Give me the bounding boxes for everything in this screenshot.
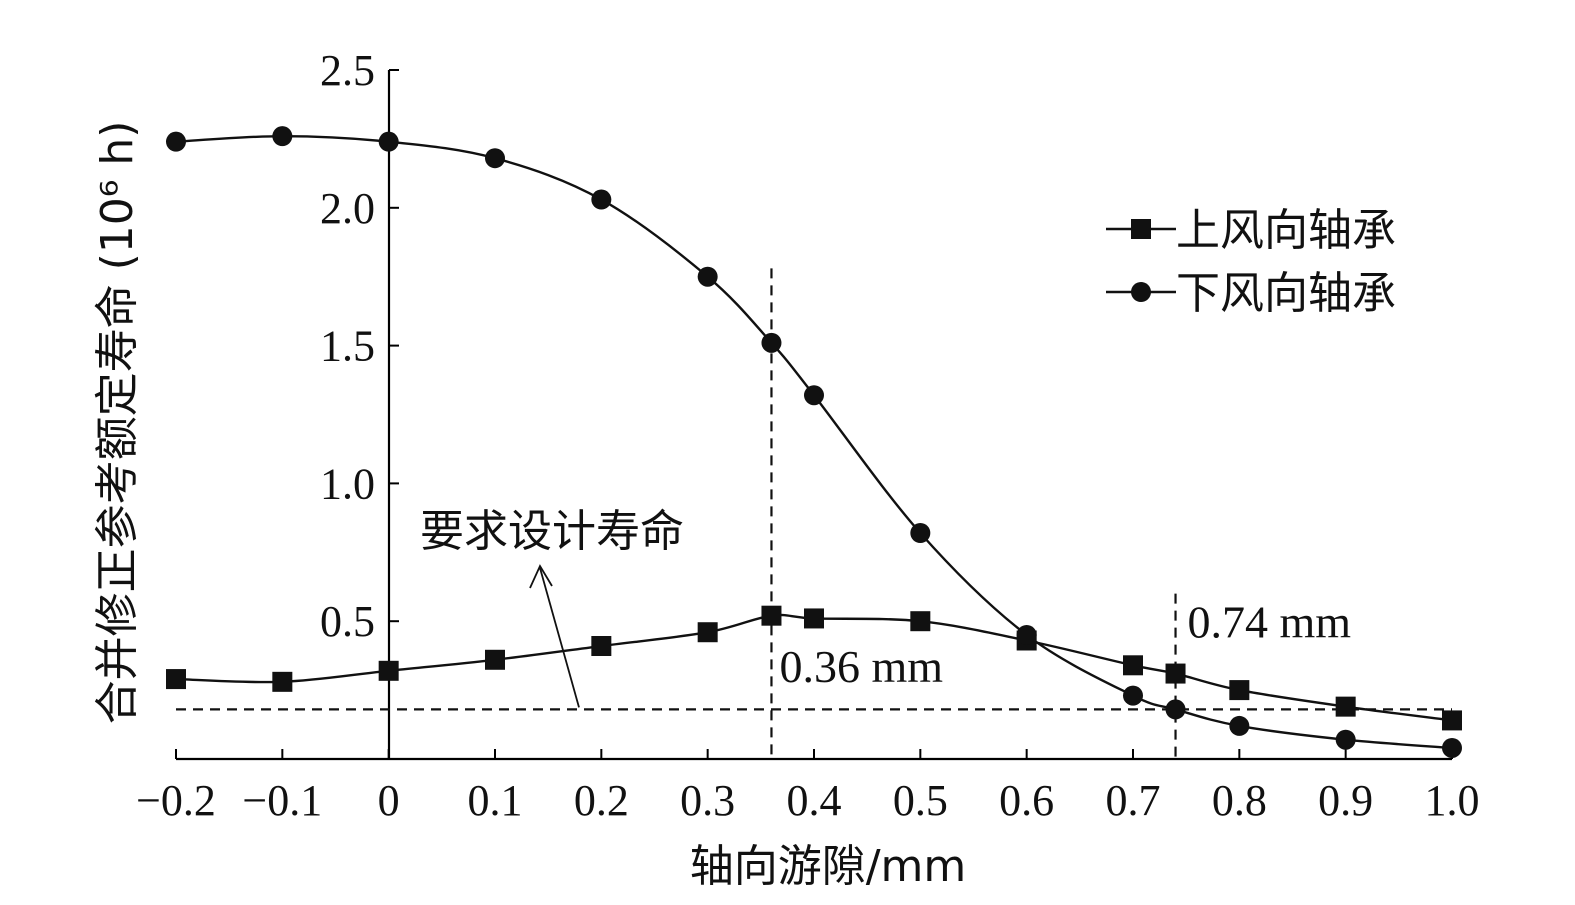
y-tick-label: 1.0 [320,459,375,508]
data-point-circle [378,131,399,152]
data-point-circle [1016,624,1037,645]
y-tick-label: 2.0 [320,184,375,233]
x-tick-label: 0.7 [1106,776,1161,825]
x-tick-label: −0.1 [242,776,322,825]
y-tick-label: 0.5 [320,597,375,646]
data-point-circle [166,131,186,152]
data-point-circle [1165,699,1186,720]
y-tick-label: 2.5 [320,46,375,95]
x-tick-label: 0.3 [680,776,735,825]
reference-arrowhead [529,564,553,589]
legend: 上风向轴承 下风向轴承 [1106,205,1396,319]
x-tick-label: 1.0 [1425,776,1480,825]
data-point-square [1442,710,1462,731]
data-point-square [1123,655,1143,676]
x-tick-label: 0.4 [787,776,842,825]
data-point-square [166,669,186,690]
series-layer [166,126,1462,758]
vertical-marker-label-074: 0.74 mm [1188,597,1352,648]
x-tick-label: 0.8 [1212,776,1267,825]
data-point-square [910,611,931,632]
data-point-square [1335,696,1356,717]
legend-label-downwind: 下风向轴承 [1176,268,1396,319]
data-point-square [1165,663,1186,684]
data-point-square [761,605,782,626]
data-point-square [1229,680,1250,701]
ticks: −0.2 −0.1 0 0.1 0.2 0.3 0.4 0.5 0.6 0.7 0.8 0.9 1.0 0… [136,46,1479,825]
y-axis-title: 合并修正参考额定寿命 (10⁶ h) [92,121,143,725]
data-point-circle [485,148,505,169]
legend-item-upwind: 上风向轴承 [1106,205,1396,256]
annotations: 要求设计寿命 0.36 mm 0.74 mm [420,506,1352,708]
x-tick-label: −0.2 [136,776,216,825]
reference-line-label: 要求设计寿命 [420,506,684,557]
guide-lines [176,268,1452,759]
vertical-marker-label-036: 0.36 mm [779,641,943,692]
data-point-circle [1335,729,1356,750]
x-axis-title: 轴向游隙/mm [690,841,967,892]
data-point-square [272,671,293,692]
data-point-square [378,660,399,681]
data-point-circle [1123,685,1143,706]
y-tick-label: 1.5 [320,322,375,371]
legend-marker-circle [1131,282,1151,302]
data-point-circle [1229,715,1250,736]
reference-arrow [539,567,580,708]
data-point-square [591,636,612,657]
data-point-square [485,649,505,670]
x-tick-label: 0 [378,776,400,825]
x-tick-label: 0.5 [893,776,948,825]
data-point-circle [272,126,293,147]
data-point-circle [697,266,718,287]
x-tick-label: 0.6 [999,776,1054,825]
data-point-circle [910,523,931,544]
data-point-square [804,608,824,629]
legend-item-downwind: 下风向轴承 [1106,268,1396,319]
data-point-square [697,622,718,643]
x-tick-label: 0.2 [574,776,629,825]
legend-label-upwind: 上风向轴承 [1176,205,1396,256]
x-tick-label: 0.1 [468,776,523,825]
x-tick-label: 0.9 [1318,776,1373,825]
legend-marker-square [1131,219,1151,239]
data-point-circle [761,332,782,353]
data-point-circle [591,189,612,210]
data-point-circle [804,385,824,406]
data-point-circle [1442,737,1462,758]
